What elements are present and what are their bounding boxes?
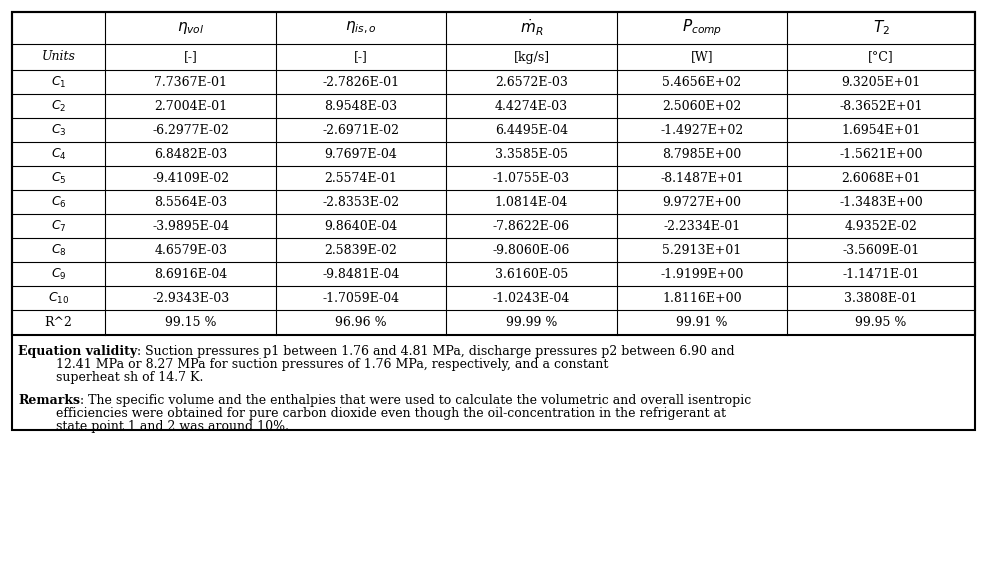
Text: 2.5574E-01: 2.5574E-01	[324, 172, 397, 184]
Text: 99.91 %: 99.91 %	[675, 316, 727, 329]
Text: 5.4656E+02: 5.4656E+02	[662, 76, 740, 88]
Text: -2.6971E-02: -2.6971E-02	[322, 123, 399, 137]
Text: Equation validity: Equation validity	[18, 345, 137, 358]
Text: $C_{6}$: $C_{6}$	[51, 195, 66, 210]
Text: $C_{3}$: $C_{3}$	[51, 122, 66, 138]
Bar	[12, 12, 974, 335]
Text: 1.0814E-04: 1.0814E-04	[494, 196, 568, 208]
Text: $\mathit{\eta}_{is,o}$: $\mathit{\eta}_{is,o}$	[345, 20, 377, 36]
Text: $\mathit{T}_{2}$: $\mathit{T}_{2}$	[872, 18, 888, 37]
Text: $C_{7}$: $C_{7}$	[51, 219, 66, 234]
Text: 9.7697E-04: 9.7697E-04	[324, 148, 397, 161]
Text: -7.8622E-06: -7.8622E-06	[492, 219, 570, 232]
Text: -1.4927E+02: -1.4927E+02	[660, 123, 742, 137]
Bar	[12, 12, 974, 430]
Text: [kg/s]: [kg/s]	[513, 51, 549, 64]
Text: 6.4495E-04: 6.4495E-04	[494, 123, 568, 137]
Text: -1.0755E-03: -1.0755E-03	[492, 172, 570, 184]
Text: $C_{4}$: $C_{4}$	[51, 146, 66, 161]
Text: Remarks: Remarks	[18, 394, 80, 407]
Text: 8.7985E+00: 8.7985E+00	[662, 148, 740, 161]
Text: $C_{1}$: $C_{1}$	[51, 75, 66, 90]
Text: $C_{10}$: $C_{10}$	[48, 290, 69, 305]
Text: 2.6068E+01: 2.6068E+01	[840, 172, 920, 184]
Text: $\mathit{\dot{m}}_{R}$: $\mathit{\dot{m}}_{R}$	[520, 18, 542, 38]
Text: -1.3483E+00: -1.3483E+00	[838, 196, 922, 208]
Text: 8.9548E-03: 8.9548E-03	[324, 99, 397, 113]
Text: -1.7059E-04: -1.7059E-04	[322, 292, 399, 304]
Text: 4.6579E-03: 4.6579E-03	[154, 243, 227, 257]
Text: state point 1 and 2 was around 10%.: state point 1 and 2 was around 10%.	[56, 420, 289, 433]
Text: 8.6916E-04: 8.6916E-04	[154, 267, 227, 281]
Text: -2.7826E-01: -2.7826E-01	[322, 76, 399, 88]
Text: -9.8060E-06: -9.8060E-06	[492, 243, 570, 257]
Text: 6.8482E-03: 6.8482E-03	[154, 148, 227, 161]
Text: -9.4109E-02: -9.4109E-02	[152, 172, 229, 184]
Text: -1.1471E-01: -1.1471E-01	[842, 267, 919, 281]
Text: -1.9199E+00: -1.9199E+00	[660, 267, 742, 281]
Text: -2.2334E-01: -2.2334E-01	[663, 219, 740, 232]
Text: 4.9352E-02: 4.9352E-02	[844, 219, 917, 232]
Text: -1.0243E-04: -1.0243E-04	[492, 292, 570, 304]
Text: [W]: [W]	[690, 51, 713, 64]
Text: 4.4274E-03: 4.4274E-03	[494, 99, 568, 113]
Text: -3.5609E-01: -3.5609E-01	[842, 243, 919, 257]
Text: efficiencies were obtained for pure carbon dioxide even though the oil-concentra: efficiencies were obtained for pure carb…	[56, 407, 726, 420]
Text: : Suction pressures p1 between 1.76 and 4.81 MPa, discharge pressures p2 between: : Suction pressures p1 between 1.76 and …	[137, 345, 734, 358]
Text: 2.5060E+02: 2.5060E+02	[662, 99, 740, 113]
Text: [-]: [-]	[354, 51, 368, 64]
Text: : The specific volume and the enthalpies that were used to calculate the volumet: : The specific volume and the enthalpies…	[80, 394, 750, 407]
Text: 9.3205E+01: 9.3205E+01	[841, 76, 920, 88]
Text: -6.2977E-02: -6.2977E-02	[152, 123, 229, 137]
Text: $C_{8}$: $C_{8}$	[51, 242, 66, 258]
Text: $\mathit{\eta}_{vol}$: $\mathit{\eta}_{vol}$	[176, 20, 204, 36]
Text: -8.3652E+01: -8.3652E+01	[838, 99, 922, 113]
Text: 9.8640E-04: 9.8640E-04	[324, 219, 397, 232]
Text: superheat sh of 14.7 K.: superheat sh of 14.7 K.	[56, 371, 203, 384]
Text: 99.95 %: 99.95 %	[855, 316, 906, 329]
Text: [-]: [-]	[183, 51, 197, 64]
Text: -1.5621E+00: -1.5621E+00	[838, 148, 922, 161]
Text: 99.99 %: 99.99 %	[506, 316, 557, 329]
Text: [°C]: [°C]	[868, 51, 893, 64]
Text: 3.3808E-01: 3.3808E-01	[844, 292, 917, 304]
Text: 5.2913E+01: 5.2913E+01	[662, 243, 740, 257]
Text: -8.1487E+01: -8.1487E+01	[660, 172, 743, 184]
Text: -3.9895E-04: -3.9895E-04	[152, 219, 229, 232]
Text: $C_{5}$: $C_{5}$	[51, 170, 66, 185]
Text: Units: Units	[41, 51, 76, 64]
Text: -2.8353E-02: -2.8353E-02	[322, 196, 399, 208]
Text: 3.3585E-05: 3.3585E-05	[495, 148, 568, 161]
Text: 12.41 MPa or 8.27 MPa for suction pressures of 1.76 MPa, respectively, and a con: 12.41 MPa or 8.27 MPa for suction pressu…	[56, 358, 607, 371]
Text: 7.7367E-01: 7.7367E-01	[154, 76, 227, 88]
Text: 2.7004E-01: 2.7004E-01	[154, 99, 227, 113]
Text: -2.9343E-03: -2.9343E-03	[152, 292, 229, 304]
Text: 2.6572E-03: 2.6572E-03	[495, 76, 567, 88]
Text: 99.15 %: 99.15 %	[165, 316, 216, 329]
Text: 1.8116E+00: 1.8116E+00	[662, 292, 741, 304]
Text: 2.5839E-02: 2.5839E-02	[324, 243, 397, 257]
Text: $\mathit{P}_{comp}$: $\mathit{P}_{comp}$	[681, 18, 722, 38]
Text: 96.96 %: 96.96 %	[335, 316, 387, 329]
Text: 3.6160E-05: 3.6160E-05	[494, 267, 568, 281]
Text: 1.6954E+01: 1.6954E+01	[841, 123, 920, 137]
Text: R^2: R^2	[44, 316, 73, 329]
Text: -9.8481E-04: -9.8481E-04	[322, 267, 399, 281]
Text: $C_{9}$: $C_{9}$	[51, 266, 66, 282]
Text: 9.9727E+00: 9.9727E+00	[662, 196, 740, 208]
Text: 8.5564E-03: 8.5564E-03	[154, 196, 227, 208]
Text: $C_{2}$: $C_{2}$	[51, 99, 66, 114]
